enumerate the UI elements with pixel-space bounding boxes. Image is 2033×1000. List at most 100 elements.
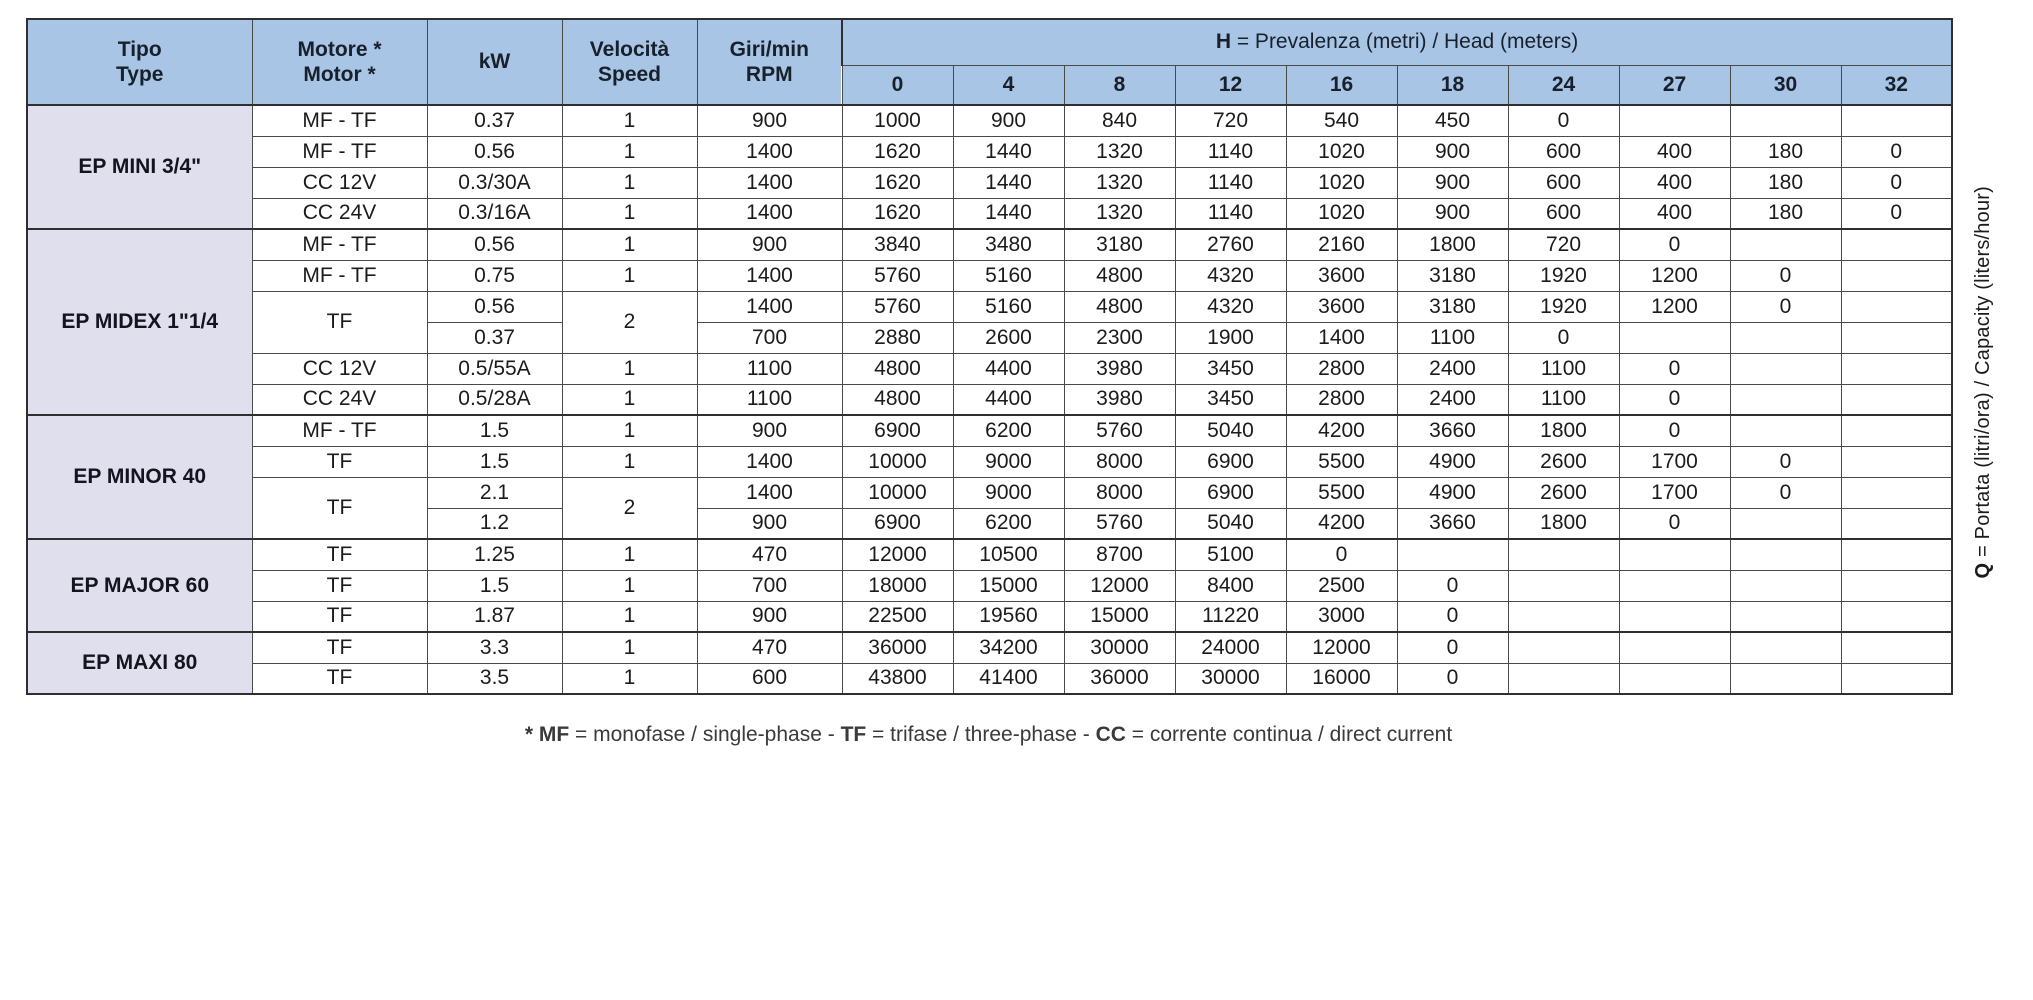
capacity-value-cell: 900 bbox=[1396, 135, 1509, 168]
capacity-value-cell: 3180 bbox=[1396, 259, 1509, 292]
motor-cell: TF bbox=[251, 569, 428, 602]
capacity-value-cell: 2300 bbox=[1063, 321, 1176, 354]
capacity-value-cell: 4900 bbox=[1396, 476, 1509, 509]
capacity-axis-label-wrap: Q = Portata (litri/ora) / Capacity (lite… bbox=[1953, 18, 2013, 747]
rpm-cell: 1400 bbox=[696, 476, 843, 509]
capacity-value-cell: 4900 bbox=[1396, 445, 1509, 478]
header-velocita: Velocità Speed bbox=[561, 18, 698, 106]
capacity-value-cell: 15000 bbox=[1063, 600, 1176, 633]
capacity-value-cell bbox=[1618, 600, 1731, 633]
speed-cell: 1 bbox=[561, 259, 698, 292]
capacity-value-cell: 720 bbox=[1174, 104, 1287, 137]
footnote: * MF = monofase / single-phase - TF = tr… bbox=[26, 723, 1951, 747]
capacity-value-cell: 4800 bbox=[841, 352, 954, 385]
kw-cell: 3.5 bbox=[426, 662, 563, 695]
capacity-value-cell: 1800 bbox=[1507, 414, 1620, 447]
capacity-value-cell: 180 bbox=[1729, 166, 1842, 199]
table-row: MF - TF 0.75 1 1400 5760 5160 4800 4320 3600 3180… bbox=[27, 259, 1953, 292]
capacity-value-cell: 8400 bbox=[1174, 569, 1287, 602]
capacity-value-cell bbox=[1729, 569, 1842, 602]
rpm-cell: 600 bbox=[696, 662, 843, 695]
capacity-value-cell: 19560 bbox=[952, 600, 1065, 633]
table-row: TF 1.5 1 700 18000 15000 12000 8400 2500 0 bbox=[27, 569, 1953, 602]
capacity-value-cell bbox=[1618, 631, 1731, 664]
capacity-value-cell: 1020 bbox=[1285, 166, 1398, 199]
table-row: TF 1.87 1 900 22500 19560 15000 11220 3000 0 bbox=[27, 600, 1953, 633]
capacity-value-cell bbox=[1729, 538, 1842, 571]
capacity-value-cell: 900 bbox=[1396, 197, 1509, 230]
capacity-value-cell: 2400 bbox=[1396, 383, 1509, 416]
header-head-value: 32 bbox=[1840, 64, 1953, 106]
table-row: CC 12V 0.5/55A 1 1100 4800 4400 3980 3450 2800 24… bbox=[27, 352, 1953, 385]
capacity-value-cell bbox=[1729, 352, 1842, 385]
capacity-value-cell: 3450 bbox=[1174, 383, 1287, 416]
table-area: Tipo Type Motore * Motor * kW Velocità S… bbox=[26, 18, 2013, 747]
capacity-value-cell: 1320 bbox=[1063, 135, 1176, 168]
capacity-value-cell: 5500 bbox=[1285, 445, 1398, 478]
capacity-value-cell: 3180 bbox=[1396, 290, 1509, 323]
capacity-axis-label-rest: = Portata (litri/ora) / Capacity (liters… bbox=[1971, 186, 1994, 563]
speed-cell: 1 bbox=[561, 600, 698, 633]
rpm-cell: 1400 bbox=[696, 166, 843, 199]
capacity-value-cell bbox=[1840, 476, 1953, 509]
capacity-value-cell: 1100 bbox=[1507, 352, 1620, 385]
capacity-value-cell: 0 bbox=[1396, 631, 1509, 664]
footnote-cc-bold: CC bbox=[1095, 723, 1126, 746]
capacity-value-cell: 1140 bbox=[1174, 135, 1287, 168]
capacity-value-cell: 1920 bbox=[1507, 290, 1620, 323]
capacity-value-cell: 9000 bbox=[952, 445, 1065, 478]
capacity-value-cell: 1100 bbox=[1396, 321, 1509, 354]
capacity-value-cell: 1140 bbox=[1174, 197, 1287, 230]
table-row: CC 24V 0.5/28A 1 1100 4800 4400 3980 3450 2800 24… bbox=[27, 383, 1953, 416]
capacity-value-cell: 5760 bbox=[841, 290, 954, 323]
capacity-value-cell: 8700 bbox=[1063, 538, 1176, 571]
motor-cell: MF - TF bbox=[251, 414, 428, 447]
capacity-value-cell: 3840 bbox=[841, 228, 954, 261]
table-row: TF 0.56 2 1400 5760 5160 4800 4320 3600 3180 1920 1… bbox=[27, 290, 1953, 354]
capacity-value-cell: 900 bbox=[952, 104, 1065, 137]
capacity-value-cell: 3000 bbox=[1285, 600, 1398, 633]
capacity-value-cell bbox=[1840, 631, 1953, 664]
table-row: CC 12V 0.3/30A 1 1400 1620 1440 1320 1140 1020 90… bbox=[27, 166, 1953, 199]
capacity-value-cell: 5500 bbox=[1285, 476, 1398, 509]
speed-cell: 1 bbox=[561, 445, 698, 478]
footnote-mf-bold: * MF bbox=[524, 723, 570, 746]
capacity-value-cell: 600 bbox=[1507, 166, 1620, 199]
capacity-value-cell: 6200 bbox=[952, 414, 1065, 447]
capacity-value-cell: 4320 bbox=[1174, 290, 1287, 323]
rpm-cell: 900 bbox=[696, 104, 843, 137]
capacity-value-cell: 30000 bbox=[1063, 631, 1176, 664]
capacity-value-cell: 0 bbox=[1618, 228, 1731, 261]
capacity-value-cell bbox=[1840, 104, 1953, 137]
capacity-value-cell bbox=[1618, 538, 1731, 571]
capacity-value-cell: 1620 bbox=[841, 135, 954, 168]
capacity-value-cell: 4200 bbox=[1285, 507, 1398, 540]
capacity-value-cell: 5760 bbox=[1063, 414, 1176, 447]
capacity-value-cell bbox=[1618, 569, 1731, 602]
capacity-value-cell: 22500 bbox=[841, 600, 954, 633]
capacity-value-cell: 0 bbox=[1840, 197, 1953, 230]
table-row: EP MAJOR 60 TF 1.25 1 470 12000 10500 8700 5100 0 bbox=[26, 538, 1953, 633]
capacity-value-cell: 12000 bbox=[1285, 631, 1398, 664]
capacity-axis-label: Q = Portata (litri/ora) / Capacity (lite… bbox=[1972, 186, 1995, 579]
capacity-value-cell: 1440 bbox=[952, 166, 1065, 199]
kw-cell: 0.3/16A bbox=[426, 197, 563, 230]
rpm-cell: 900 bbox=[696, 600, 843, 633]
header-head-value: 4 bbox=[952, 64, 1065, 106]
capacity-value-cell: 2600 bbox=[1507, 445, 1620, 478]
capacity-value-cell: 0 bbox=[1840, 135, 1953, 168]
footnote-text: = monofase / single-phase - bbox=[569, 723, 841, 746]
capacity-value-cell bbox=[1840, 600, 1953, 633]
header-tipo: Tipo Type bbox=[26, 18, 253, 106]
header-head-value: 8 bbox=[1063, 64, 1176, 106]
header-head-value: 30 bbox=[1729, 64, 1842, 106]
group-name-cell: EP MAXI 80 bbox=[26, 631, 253, 695]
capacity-value-cell: 4400 bbox=[952, 383, 1065, 416]
capacity-value-cell: 2160 bbox=[1285, 228, 1398, 261]
capacity-value-cell: 0 bbox=[1507, 321, 1620, 354]
group-name-cell: EP MAJOR 60 bbox=[26, 538, 253, 633]
capacity-value-cell bbox=[1840, 569, 1953, 602]
table-row: MF - TF 0.56 1 1400 1620 1440 1320 1140 1020 900 6… bbox=[27, 135, 1953, 168]
speed-cell: 1 bbox=[561, 228, 698, 261]
capacity-value-cell bbox=[1729, 631, 1842, 664]
